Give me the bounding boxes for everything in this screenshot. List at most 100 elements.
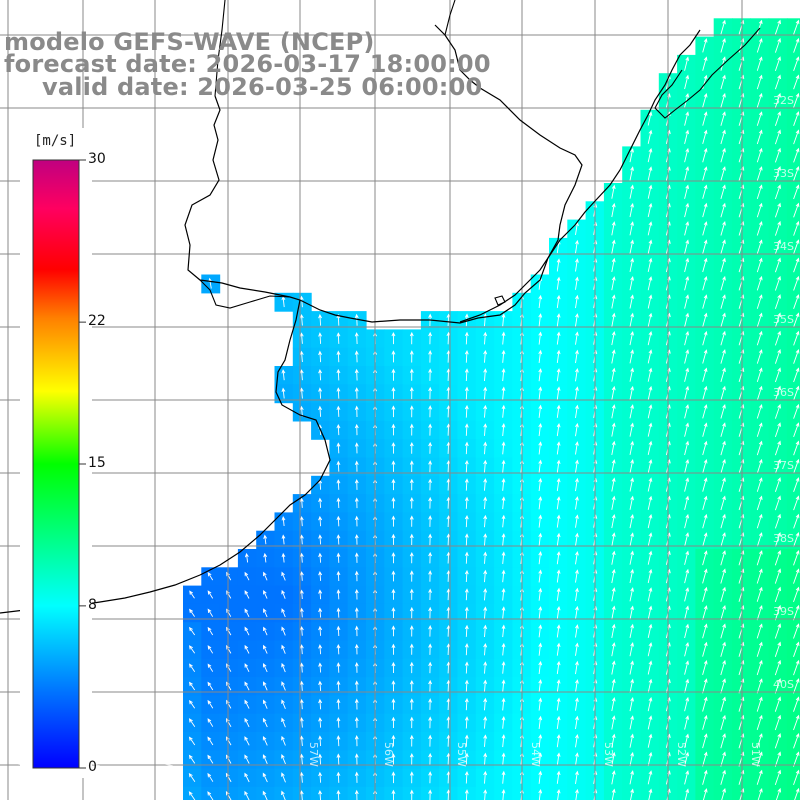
wind-arrow	[629, 770, 634, 785]
wind-speed-field	[183, 18, 800, 800]
wind-arrow	[575, 605, 579, 620]
wind-arrow	[464, 331, 469, 345]
wind-arrow	[391, 698, 396, 710]
wind-arrow	[774, 714, 782, 731]
wind-arrow	[647, 239, 653, 254]
wind-arrow	[793, 751, 800, 767]
wind-arrow	[538, 349, 543, 363]
latitude-label: 39S	[773, 605, 794, 618]
wind-arrow	[774, 19, 781, 35]
wind-arrow	[684, 440, 690, 456]
wind-arrow	[244, 608, 250, 618]
wind-arrow	[611, 568, 616, 584]
wind-arrow	[318, 405, 322, 417]
wind-arrow	[793, 477, 800, 492]
wind-arrow	[575, 532, 579, 547]
wind-arrow	[756, 714, 763, 731]
wind-arrow	[391, 405, 396, 418]
wind-arrow	[428, 588, 433, 601]
wind-arrow	[702, 385, 708, 401]
wind-arrow	[556, 624, 561, 638]
wind-arrow	[409, 551, 414, 564]
wind-arrow	[774, 440, 781, 456]
wind-arrow	[556, 331, 561, 345]
wind-arrow	[299, 625, 304, 636]
wind-arrow	[391, 460, 396, 472]
wind-cell	[786, 73, 800, 93]
wind-arrow	[756, 294, 763, 309]
wind-arrow	[756, 92, 763, 108]
wind-arrow	[793, 440, 800, 456]
wind-arrow	[391, 716, 396, 729]
wind-arrow	[483, 716, 488, 729]
wind-arrow	[720, 458, 726, 474]
wind-arrow	[483, 533, 488, 546]
wind-arrow	[611, 202, 616, 218]
wind-arrow	[720, 605, 726, 621]
wind-arrow	[684, 715, 690, 730]
wind-cell	[786, 677, 800, 696]
wind-arrow	[263, 644, 268, 654]
wind-arrow	[189, 663, 196, 672]
wind-arrow	[575, 514, 579, 528]
wind-arrow	[575, 331, 579, 345]
wind-arrow	[774, 623, 782, 639]
wind-arrow	[720, 202, 726, 218]
wind-arrow	[611, 257, 616, 272]
wind-arrow	[538, 715, 543, 729]
wind-arrow	[720, 367, 726, 383]
wind-arrow	[702, 550, 708, 566]
wind-arrow	[263, 608, 268, 618]
wind-arrow	[336, 771, 341, 783]
wind-arrow	[538, 514, 543, 528]
wind-arrow	[629, 459, 634, 474]
wind-arrow	[793, 349, 800, 364]
wind-arrow	[556, 697, 561, 711]
wind-arrow	[428, 460, 433, 473]
wind-cell	[311, 786, 330, 800]
wind-cell	[786, 439, 800, 459]
wind-arrow	[647, 148, 653, 163]
wind-arrow	[464, 514, 469, 528]
wind-arrow	[354, 716, 359, 728]
wind-arrow	[318, 497, 323, 508]
wind-arrow	[575, 459, 579, 473]
longitude-label: 60W	[89, 742, 102, 767]
wind-arrow	[538, 551, 543, 565]
wind-cell	[786, 549, 800, 568]
wind-arrow	[409, 405, 414, 418]
wind-arrow	[391, 680, 396, 692]
wind-arrow	[207, 626, 214, 636]
wind-arrow	[702, 714, 708, 730]
wind-arrow	[464, 496, 469, 509]
wind-arrow	[629, 660, 634, 675]
wind-arrow	[464, 606, 469, 619]
wind-arrow	[391, 753, 396, 765]
wind-arrow	[244, 663, 250, 673]
wind-arrow	[483, 569, 488, 583]
wind-arrow	[428, 606, 433, 619]
wind-arrow	[720, 184, 726, 200]
wind-arrow	[684, 275, 690, 291]
wind-arrow	[793, 678, 800, 694]
wind-arrow	[756, 166, 763, 181]
wind-arrow	[720, 330, 726, 346]
wind-arrow	[702, 257, 708, 273]
wind-arrow	[299, 313, 304, 326]
wind-arrow	[207, 608, 214, 617]
wind-arrow	[354, 534, 359, 545]
wind-cell	[786, 567, 800, 587]
wind-arrow	[428, 350, 433, 363]
wind-arrow	[354, 662, 359, 673]
wind-arrow	[774, 696, 782, 712]
wind-arrow	[409, 752, 414, 765]
wind-arrow	[556, 459, 561, 473]
wind-arrow	[556, 734, 561, 748]
wind-cell	[786, 256, 800, 276]
wind-arrow	[428, 405, 433, 418]
wind-arrow	[483, 514, 488, 528]
wind-arrow	[702, 532, 708, 547]
wind-arrow	[538, 788, 543, 800]
wind-arrow	[299, 350, 304, 363]
wind-arrow	[281, 516, 286, 527]
